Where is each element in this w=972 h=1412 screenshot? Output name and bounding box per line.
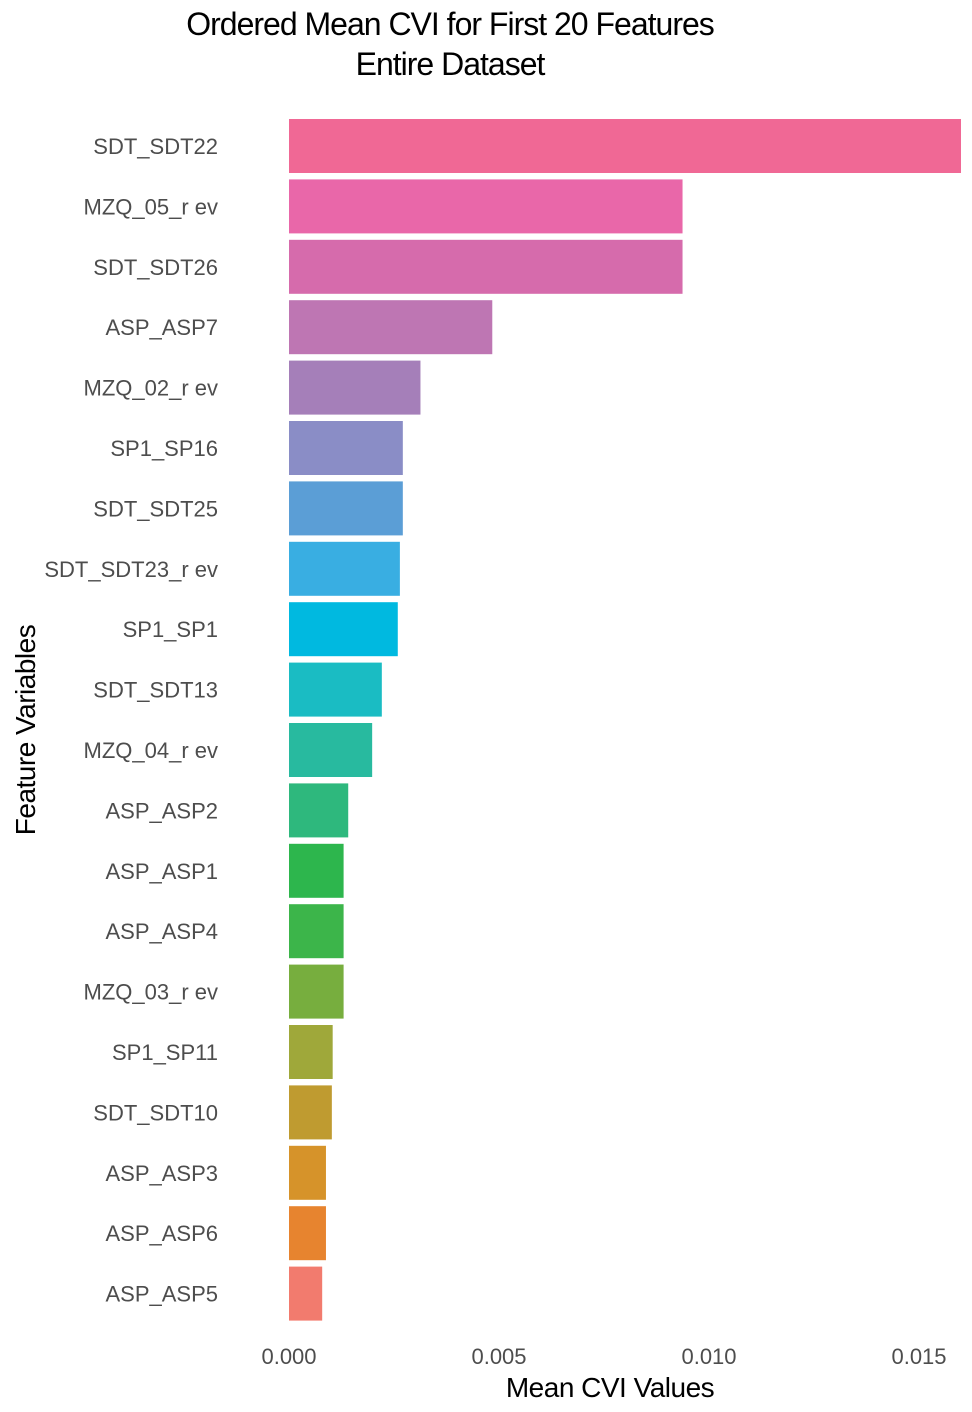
y-tick-label: SP1_SP16 bbox=[110, 436, 218, 461]
bar bbox=[289, 360, 421, 415]
chart-title: Ordered Mean CVI for First 20 Features bbox=[186, 6, 715, 42]
bar bbox=[289, 119, 961, 173]
bar bbox=[289, 1206, 326, 1261]
bar bbox=[289, 421, 403, 475]
x-tick-label: 0.005 bbox=[471, 1344, 526, 1369]
bar bbox=[289, 179, 683, 234]
bar bbox=[289, 541, 400, 596]
y-tick-label: MZQ_03_r ev bbox=[84, 980, 219, 1005]
x-tick-label: 0.000 bbox=[261, 1344, 316, 1369]
y-tick-label: MZQ_04_r ev bbox=[84, 738, 219, 763]
bar bbox=[289, 239, 683, 294]
y-tick-label: ASP_ASP2 bbox=[105, 798, 218, 823]
bar bbox=[289, 662, 382, 717]
y-tick-label: ASP_ASP6 bbox=[105, 1221, 218, 1246]
y-tick-label: ASP_ASP5 bbox=[105, 1282, 218, 1307]
y-tick-label: MZQ_05_r ev bbox=[84, 194, 219, 219]
y-tick-label: SDT_SDT13 bbox=[93, 678, 218, 703]
bar bbox=[289, 1266, 323, 1321]
bar bbox=[289, 964, 344, 1019]
x-tick-label: 0.010 bbox=[681, 1344, 736, 1369]
bar bbox=[289, 602, 398, 657]
bar bbox=[289, 481, 403, 536]
y-tick-label: ASP_ASP3 bbox=[105, 1161, 218, 1186]
y-tick-label: ASP_ASP4 bbox=[105, 919, 218, 944]
bar bbox=[289, 904, 344, 959]
y-tick-label: SDT_SDT26 bbox=[93, 255, 218, 280]
bar bbox=[289, 1145, 326, 1200]
bar bbox=[289, 843, 344, 898]
bar bbox=[289, 1025, 333, 1079]
y-tick-label: SDT_SDT22 bbox=[93, 134, 218, 159]
bar bbox=[289, 723, 373, 777]
bar bbox=[289, 300, 493, 355]
x-axis-label: Mean CVI Values bbox=[505, 1372, 715, 1403]
chart-subtitle: Entire Dataset bbox=[355, 46, 546, 82]
y-axis-label: Feature Variables bbox=[10, 624, 41, 836]
y-tick-label: SDT_SDT23_r ev bbox=[44, 557, 218, 582]
bar bbox=[289, 1085, 332, 1140]
y-tick-label: SP1_SP11 bbox=[112, 1040, 218, 1065]
y-tick-label: ASP_ASP1 bbox=[105, 859, 218, 884]
bar bbox=[289, 783, 349, 838]
y-tick-label: SP1_SP1 bbox=[123, 617, 218, 642]
x-tick-label: 0.015 bbox=[891, 1344, 946, 1369]
y-tick-label: ASP_ASP7 bbox=[105, 315, 218, 340]
y-tick-label: SDT_SDT25 bbox=[93, 496, 218, 521]
y-tick-label: SDT_SDT10 bbox=[93, 1100, 218, 1125]
y-tick-label: MZQ_02_r ev bbox=[84, 376, 219, 401]
